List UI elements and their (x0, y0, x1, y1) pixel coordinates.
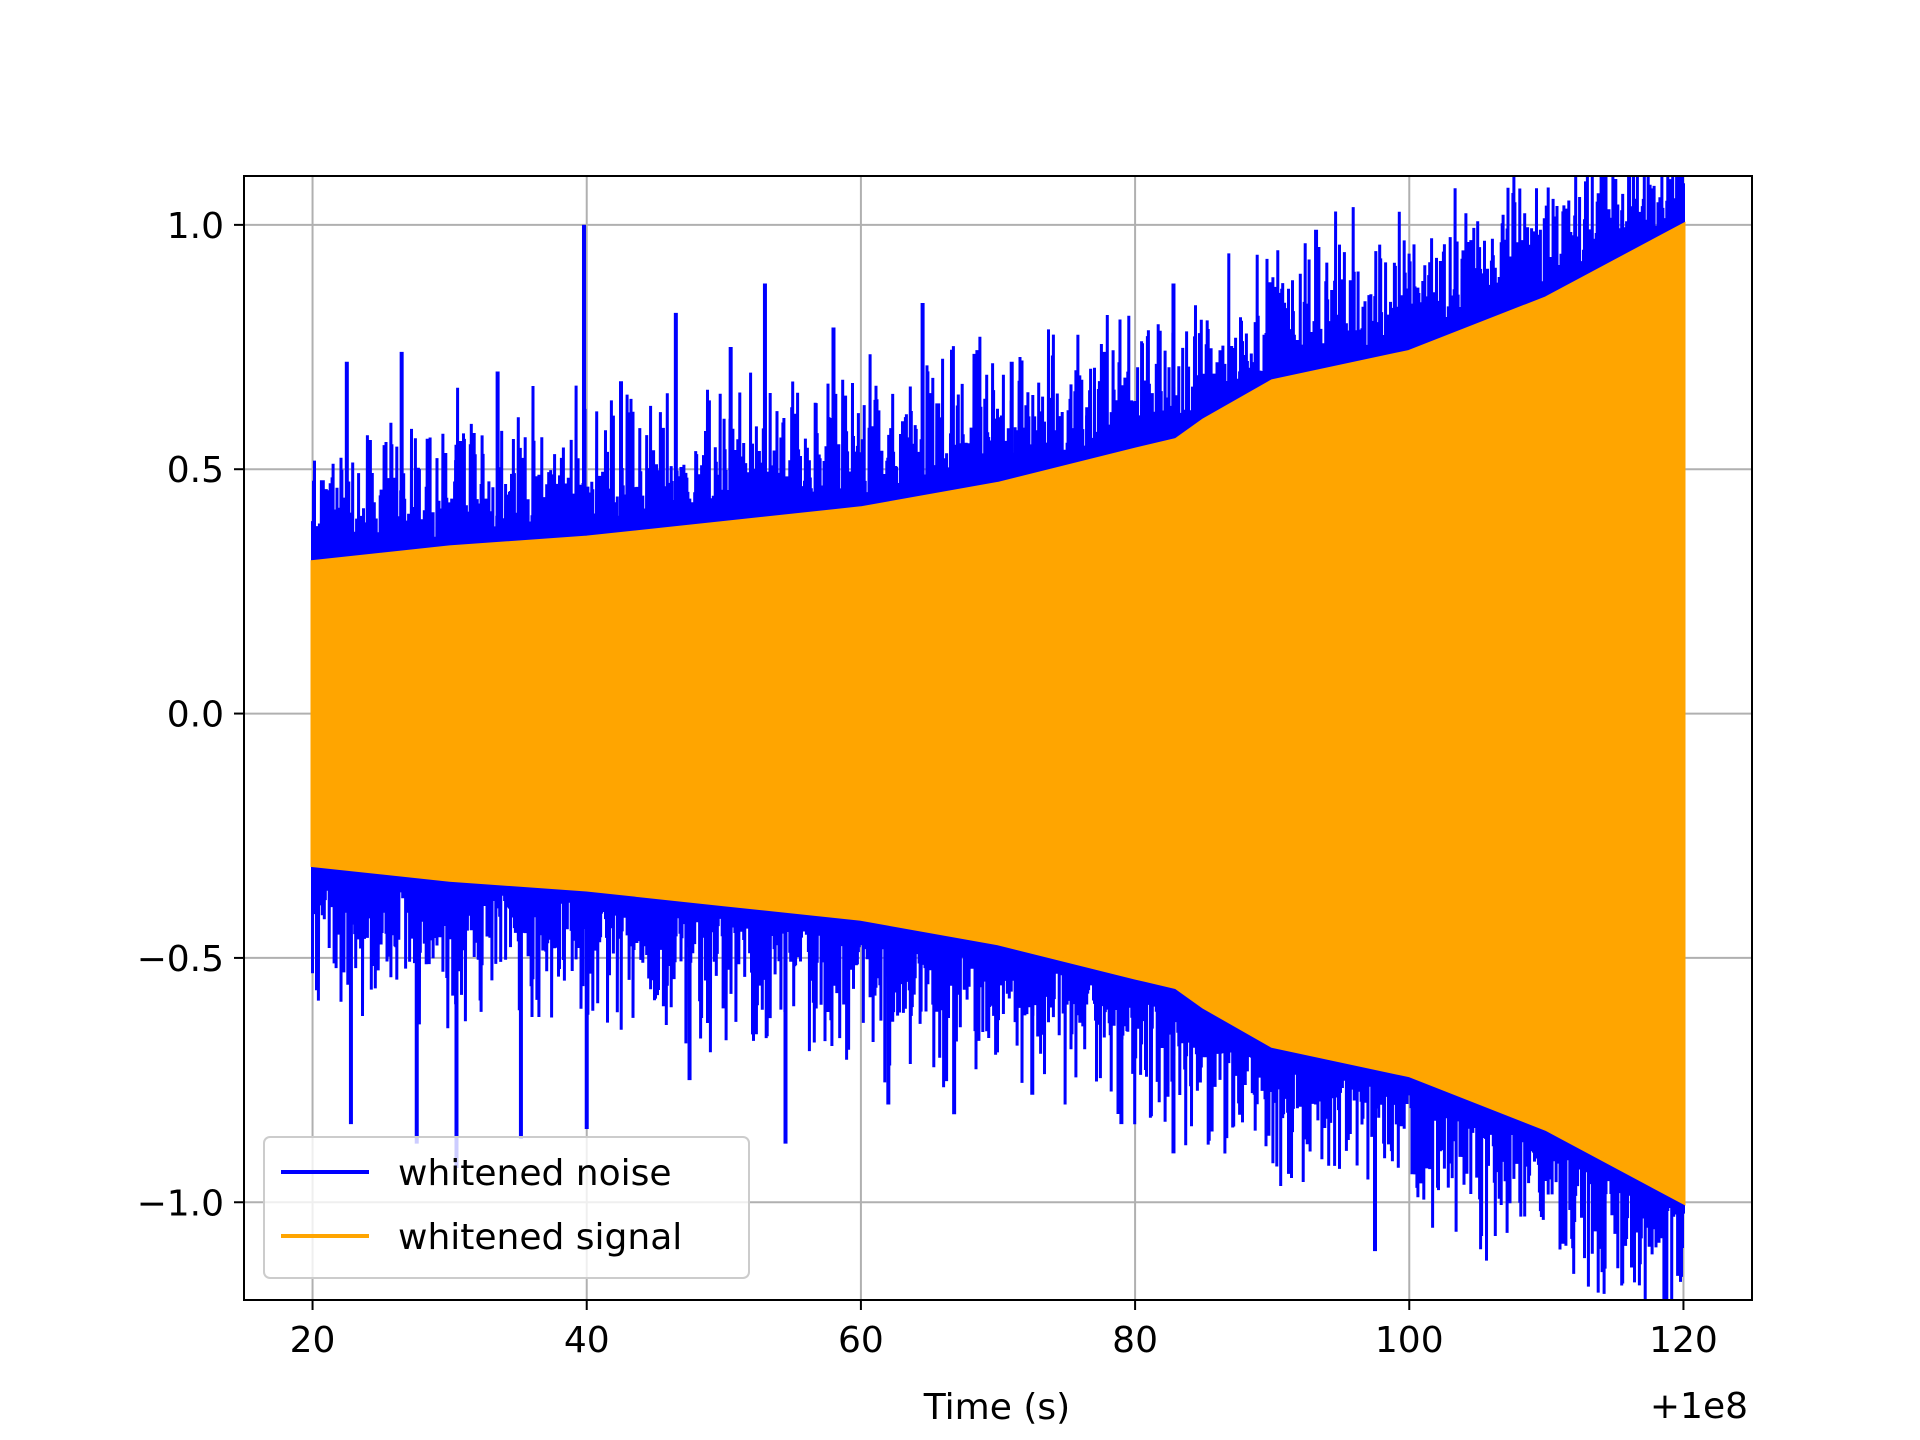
y-tick-label: 0.0 (167, 695, 224, 736)
signal-envelope (310, 221, 1686, 1206)
x-axis-offset-label: +1e8 (1650, 1386, 1748, 1427)
legend: whitened noise whitened signal (263, 1136, 750, 1279)
legend-noise-label: whitened noise (398, 1153, 672, 1194)
x-tick-label: 100 (1375, 1320, 1444, 1361)
y-tick-label: 0.5 (167, 450, 224, 491)
signal-series (310, 221, 1686, 1206)
y-tick-label: 1.0 (167, 206, 224, 247)
x-tick-label: 60 (838, 1320, 884, 1361)
x-tick-label: 20 (290, 1320, 336, 1361)
x-tick-label: 40 (564, 1320, 610, 1361)
y-tick-label: −1.0 (137, 1183, 224, 1224)
x-axis-label: Time (s) (923, 1387, 1070, 1428)
x-axis-ticks: 20 40 60 80 100 120 (290, 1300, 1718, 1361)
x-tick-label: 120 (1649, 1320, 1718, 1361)
x-tick-label: 80 (1112, 1320, 1158, 1361)
plot-frame (243, 175, 1753, 1301)
y-axis-ticks: −1.0 −0.5 0.0 0.5 1.0 (137, 206, 244, 1224)
data-layer (310, 176, 1686, 1300)
y-tick-label: −0.5 (137, 939, 224, 980)
legend-box (263, 1136, 750, 1279)
legend-signal-label: whitened signal (398, 1217, 682, 1258)
